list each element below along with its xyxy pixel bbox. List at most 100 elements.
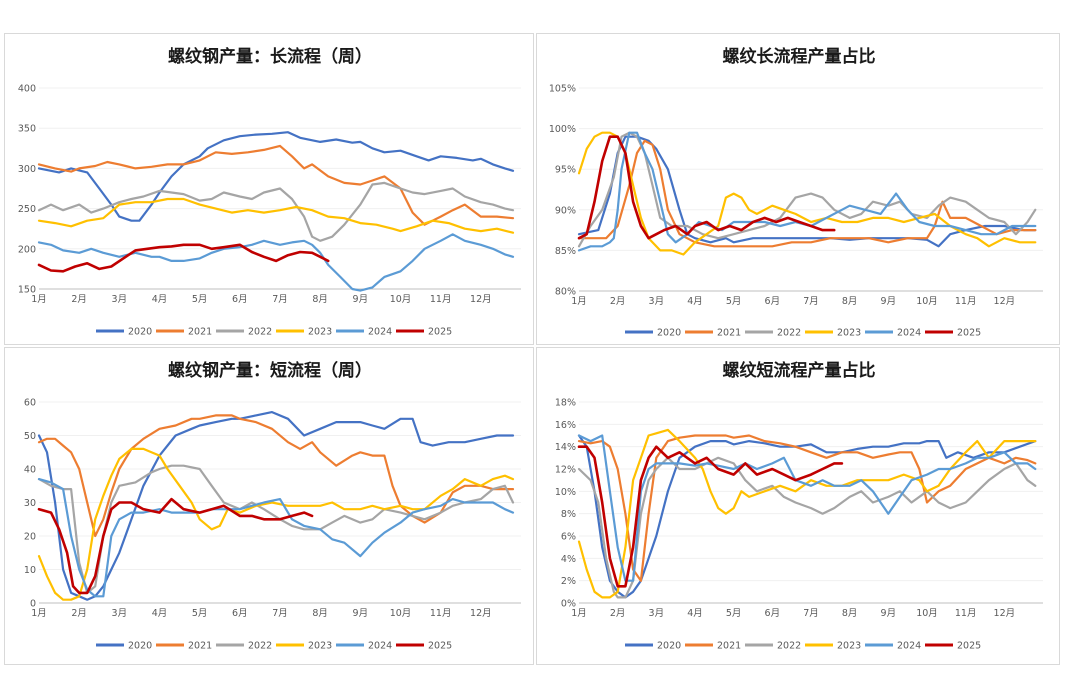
x-tick-label: 1月	[571, 608, 587, 619]
x-tick-label: 5月	[192, 608, 208, 619]
x-tick-label: 3月	[112, 608, 128, 619]
x-tick-label: 9月	[881, 608, 897, 619]
x-tick-label: 8月	[312, 608, 328, 619]
chart-long-process-output: 螺纹钢产量：长流程（周） 150 200 250 300 350 400 1月 2月 3月 4月 5月…	[18, 46, 521, 338]
legend-label-2022: 2022	[248, 641, 272, 652]
y-tick-label: 16%	[555, 420, 576, 431]
legend-label-2025: 2025	[428, 641, 452, 652]
chart-short-process-output: 螺纹钢产量：短流程（周） 0 10 20 30 40 50 60 1月 2月 3月 4月 5月 6月 7月 8…	[24, 360, 521, 652]
x-tick-label: 2月	[71, 294, 87, 305]
legend-label-2025: 2025	[428, 327, 452, 338]
x-tick-label: 12月	[470, 608, 492, 619]
series-line-2025	[37, 243, 330, 273]
x-tick-label: 12月	[470, 294, 492, 305]
x-tick-label: 7月	[803, 296, 819, 307]
legend-label-2024: 2024	[368, 327, 392, 338]
x-tick-label: 4月	[687, 608, 703, 619]
chart-long-process-share: 螺纹长流程产量占比 80% 85% 90% 95% 100% 105% 1月 2月 3月 4月 5月 6…	[549, 46, 1043, 339]
x-tick-label: 2月	[610, 608, 626, 619]
y-tick-label: 90%	[555, 205, 576, 216]
series-line-2025	[577, 135, 836, 240]
y-tick-label: 350	[18, 124, 36, 135]
x-tick-label: 8月	[842, 608, 858, 619]
series-line-2023	[37, 197, 515, 234]
chart-title: 螺纹长流程产量占比	[723, 46, 876, 67]
x-tick-label: 3月	[649, 608, 665, 619]
x-tick-label: 11月	[955, 608, 977, 619]
legend-label-2022: 2022	[777, 641, 801, 652]
legend-label-2021: 2021	[717, 328, 741, 339]
legend-label-2020: 2020	[657, 641, 681, 652]
legend-label-2025: 2025	[957, 641, 981, 652]
x-tick-label: 4月	[152, 608, 168, 619]
x-tick-label: 1月	[31, 294, 47, 305]
x-tick-label: 2月	[71, 608, 87, 619]
x-tick-label: 11月	[955, 296, 977, 307]
chart-title: 螺纹短流程产量占比	[723, 360, 876, 381]
series-line-2022	[37, 181, 515, 242]
y-tick-label: 4%	[561, 554, 576, 565]
x-tick-label: 8月	[312, 294, 328, 305]
x-tick-label: 9月	[881, 296, 897, 307]
y-tick-label: 40	[24, 465, 36, 476]
legend-label-2021: 2021	[717, 641, 741, 652]
y-tick-label: 200	[18, 244, 36, 255]
series-line-2024	[37, 478, 515, 598]
legend-label-2023: 2023	[837, 641, 861, 652]
x-tick-label: 4月	[687, 296, 703, 307]
x-tick-label: 2月	[610, 296, 626, 307]
legend-label-2024: 2024	[897, 641, 921, 652]
y-tick-label: 14%	[555, 442, 576, 453]
legend-label-2024: 2024	[897, 328, 921, 339]
x-tick-label: 1月	[31, 608, 47, 619]
x-tick-label: 6月	[765, 608, 781, 619]
chart-panel-short-process-output: 螺纹钢产量：短流程（周） 0 10 20 30 40 50 60 1月 2月 3月 4月 5月 6月 7月 8…	[4, 347, 534, 665]
y-tick-label: 18%	[555, 398, 576, 409]
x-tick-label: 7月	[272, 294, 288, 305]
legend-label-2025: 2025	[957, 328, 981, 339]
y-tick-label: 95%	[555, 165, 576, 176]
x-tick-label: 5月	[192, 294, 208, 305]
series-line-2020	[37, 131, 515, 222]
legend-label-2021: 2021	[188, 327, 212, 338]
chart-panel-short-process-share: 螺纹短流程产量占比 0% 2% 4% 6% 8% 10% 12% 14% 16% 18% 1月 2月 3月…	[536, 347, 1060, 665]
y-tick-label: 250	[18, 204, 36, 215]
x-tick-label: 10月	[390, 608, 412, 619]
series-line-2025	[577, 445, 844, 588]
x-tick-label: 3月	[649, 296, 665, 307]
x-tick-label: 9月	[353, 294, 369, 305]
y-tick-label: 10%	[555, 487, 576, 498]
series-line-2023	[37, 447, 515, 601]
x-tick-label: 4月	[152, 294, 168, 305]
x-tick-label: 7月	[803, 608, 819, 619]
y-tick-label: 30	[24, 498, 36, 509]
x-tick-label: 10月	[390, 294, 412, 305]
y-tick-label: 100%	[549, 124, 576, 135]
legend-label-2022: 2022	[777, 328, 801, 339]
legend-label-2020: 2020	[128, 327, 152, 338]
series-line-2024	[37, 233, 515, 292]
series-line-2024	[577, 434, 1037, 582]
x-tick-label: 9月	[353, 608, 369, 619]
legend-label-2023: 2023	[308, 327, 332, 338]
legend-label-2023: 2023	[308, 641, 332, 652]
y-tick-label: 20	[24, 532, 36, 543]
x-tick-label: 12月	[994, 296, 1016, 307]
chart-title: 螺纹钢产量：短流程（周）	[168, 360, 372, 381]
series-line-2025	[37, 497, 314, 595]
y-tick-label: 400	[18, 84, 36, 95]
series-line-2022	[577, 131, 1037, 248]
y-tick-label: 6%	[561, 532, 576, 543]
legend-label-2023: 2023	[837, 328, 861, 339]
x-tick-label: 6月	[232, 608, 248, 619]
series-line-2021	[577, 139, 1037, 248]
series-line-2021	[577, 434, 1037, 582]
x-tick-label: 12月	[994, 608, 1016, 619]
legend-label-2022: 2022	[248, 327, 272, 338]
y-tick-label: 0%	[561, 599, 576, 610]
chart-title: 螺纹钢产量：长流程（周）	[168, 46, 372, 67]
legend-label-2020: 2020	[128, 641, 152, 652]
y-tick-label: 85%	[555, 246, 576, 257]
y-tick-label: 0	[30, 599, 36, 610]
y-tick-label: 80%	[555, 287, 576, 298]
